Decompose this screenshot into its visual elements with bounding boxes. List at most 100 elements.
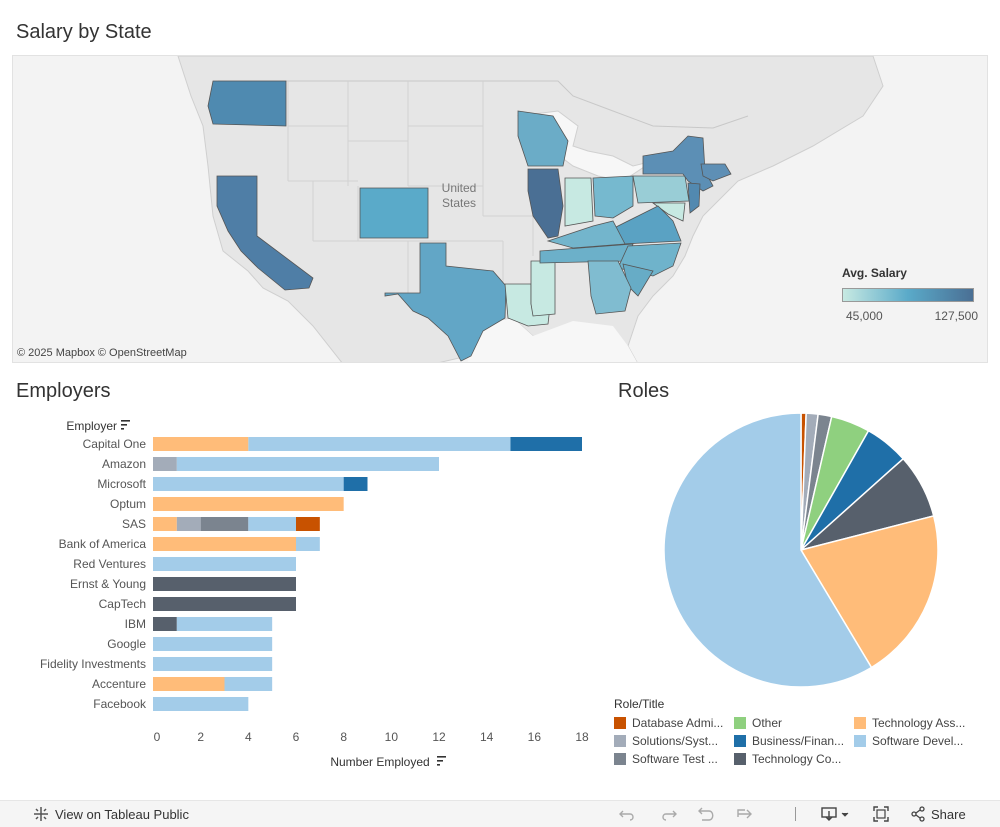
employer-label[interactable]: Capital One bbox=[83, 437, 147, 451]
legend-label: Software Devel... bbox=[872, 734, 964, 748]
state-texas[interactable] bbox=[384, 242, 507, 362]
state-mississippi[interactable] bbox=[530, 260, 556, 317]
employer-label[interactable]: Optum bbox=[110, 497, 146, 511]
roles-legend-item[interactable]: Technology Ass... bbox=[854, 716, 974, 730]
salary-map[interactable]: United States © 2025 Mapbox © OpenStreet… bbox=[12, 55, 988, 363]
salary-legend: Avg. Salary 45,000 127,500 bbox=[842, 266, 982, 323]
state-new-jersey[interactable] bbox=[687, 182, 701, 214]
bar-segment[interactable] bbox=[153, 657, 273, 671]
roles-legend-item[interactable]: Solutions/Syst... bbox=[614, 734, 734, 748]
bar-segment[interactable] bbox=[153, 677, 225, 691]
state-wisconsin[interactable] bbox=[517, 110, 569, 167]
refresh-icon[interactable] bbox=[735, 805, 755, 823]
employer-label[interactable]: Bank of America bbox=[59, 537, 147, 551]
state-washington[interactable] bbox=[207, 80, 287, 127]
bar-segment[interactable] bbox=[153, 637, 273, 651]
bar-segment[interactable] bbox=[153, 457, 177, 471]
employer-label[interactable]: Google bbox=[107, 637, 146, 651]
state-illinois[interactable] bbox=[527, 168, 564, 239]
bar-segment[interactable] bbox=[176, 617, 273, 631]
state-indiana[interactable] bbox=[564, 177, 594, 227]
bar-segment[interactable] bbox=[248, 437, 511, 451]
bar-segment[interactable] bbox=[176, 457, 440, 471]
roles-legend-item[interactable]: Software Devel... bbox=[854, 734, 974, 748]
share-button[interactable]: Share bbox=[910, 806, 966, 822]
view-on-tableau-public-link[interactable]: View on Tableau Public bbox=[33, 806, 189, 822]
bar-segment[interactable] bbox=[153, 437, 249, 451]
bar-segment[interactable] bbox=[296, 517, 320, 531]
employer-label[interactable]: Facebook bbox=[93, 697, 147, 711]
x-axis-label: Number Employed bbox=[330, 755, 429, 769]
sort-number-icon[interactable] bbox=[437, 756, 446, 766]
bar-segment[interactable] bbox=[153, 697, 249, 711]
roles-legend-item[interactable]: Software Test ... bbox=[614, 752, 734, 766]
employers-title: Employers bbox=[16, 380, 111, 402]
roles-legend-item[interactable]: Database Admi... bbox=[614, 716, 734, 730]
roles-legend-item[interactable]: Other bbox=[734, 716, 854, 730]
employer-axis-header: Employer bbox=[66, 419, 117, 433]
legend-label: Other bbox=[752, 716, 783, 730]
bar-segment[interactable] bbox=[343, 477, 368, 491]
employer-label[interactable]: Red Ventures bbox=[73, 557, 146, 571]
legend-label: Technology Co... bbox=[752, 752, 842, 766]
map-attribution[interactable]: © 2025 Mapbox © OpenStreetMap bbox=[17, 347, 187, 359]
legend-label: Business/Finan... bbox=[752, 734, 845, 748]
employer-label[interactable]: CapTech bbox=[99, 597, 146, 611]
legend-label: Software Test ... bbox=[632, 752, 718, 766]
undo-icon[interactable] bbox=[618, 805, 638, 823]
land-mass bbox=[177, 56, 884, 362]
bar-segment[interactable] bbox=[296, 537, 320, 551]
roles-legend-item[interactable]: Business/Finan... bbox=[734, 734, 854, 748]
state-kentucky[interactable] bbox=[546, 220, 626, 249]
map-canvas[interactable] bbox=[13, 56, 988, 363]
sort-employer-icon[interactable] bbox=[121, 420, 130, 430]
state-georgia[interactable] bbox=[587, 260, 632, 315]
bar-segment[interactable] bbox=[200, 517, 249, 531]
download-icon[interactable] bbox=[820, 805, 852, 823]
canada-border bbox=[218, 80, 749, 129]
state-ohio[interactable] bbox=[592, 175, 634, 219]
legend-swatch bbox=[734, 753, 746, 765]
map-title: Salary by State bbox=[16, 21, 152, 43]
legend-swatch bbox=[734, 735, 746, 747]
view-public-label: View on Tableau Public bbox=[55, 806, 189, 822]
bar-segment[interactable] bbox=[153, 497, 344, 511]
employer-label[interactable]: Fidelity Investments bbox=[40, 657, 146, 671]
state-maryland[interactable] bbox=[651, 202, 686, 222]
bar-segment[interactable] bbox=[153, 537, 296, 551]
employer-label[interactable]: IBM bbox=[125, 617, 146, 631]
employer-label[interactable]: Ernst & Young bbox=[70, 577, 146, 591]
redo-icon[interactable] bbox=[658, 805, 678, 823]
state-shapes[interactable] bbox=[207, 80, 732, 362]
employer-label[interactable]: Microsoft bbox=[97, 477, 146, 491]
pie-slice[interactable] bbox=[799, 515, 939, 669]
roles-pie-chart[interactable] bbox=[600, 400, 1000, 700]
bar-segment[interactable] bbox=[248, 517, 296, 531]
pie-slice[interactable] bbox=[663, 412, 873, 688]
revert-icon[interactable] bbox=[697, 805, 717, 823]
employer-label[interactable]: SAS bbox=[122, 517, 146, 531]
roles-legend-item[interactable]: Technology Co... bbox=[734, 752, 854, 766]
state-california[interactable] bbox=[216, 175, 314, 291]
bar-segment[interactable] bbox=[224, 677, 273, 691]
bar-segment[interactable] bbox=[153, 597, 296, 611]
state-massachusetts[interactable] bbox=[700, 163, 732, 182]
bar-segment[interactable] bbox=[153, 517, 177, 531]
x-tick-label: 0 bbox=[154, 730, 161, 744]
roles-legend: Role/Title Database Admi... Other Technolo… bbox=[614, 697, 994, 766]
state-new-york[interactable] bbox=[642, 135, 714, 192]
employer-label[interactable]: Accenture bbox=[92, 677, 146, 691]
roles-legend-grid: Database Admi... Other Technology Ass... So… bbox=[614, 716, 994, 766]
state-pennsylvania[interactable] bbox=[632, 175, 690, 204]
bar-segment[interactable] bbox=[153, 617, 177, 631]
employer-label[interactable]: Amazon bbox=[102, 457, 146, 471]
fullscreen-icon[interactable] bbox=[872, 805, 890, 823]
legend-title: Avg. Salary bbox=[842, 266, 907, 280]
bar-segment[interactable] bbox=[153, 557, 296, 571]
employers-bar-chart[interactable]: Employer Capital One Amazon Microsoft Optum S… bbox=[0, 410, 600, 770]
bar-segment[interactable] bbox=[153, 577, 296, 591]
state-colorado[interactable] bbox=[359, 187, 429, 239]
bar-segment[interactable] bbox=[176, 517, 201, 531]
bar-segment[interactable] bbox=[510, 437, 583, 451]
bar-segment[interactable] bbox=[153, 477, 344, 491]
